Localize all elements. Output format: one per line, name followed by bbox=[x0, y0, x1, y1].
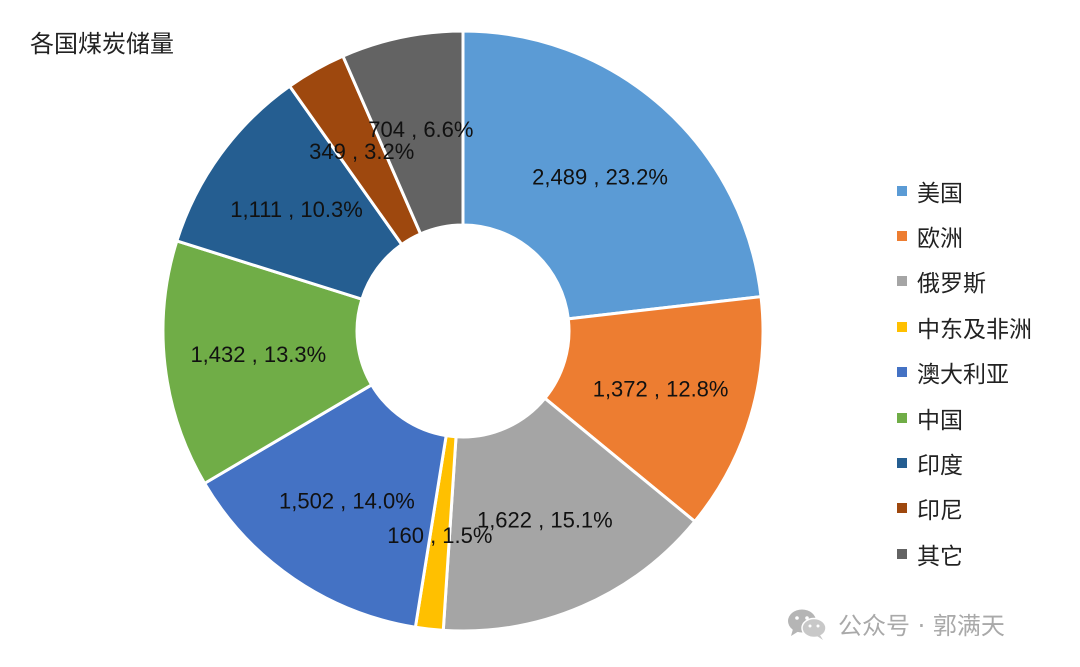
legend-item-4: 澳大利亚 bbox=[897, 350, 1032, 395]
legend-label: 澳大利亚 bbox=[917, 362, 1009, 389]
legend-label: 中东及非洲 bbox=[917, 316, 1032, 343]
legend-item-2: 俄罗斯 bbox=[897, 259, 1032, 304]
legend-item-3: 中东及非洲 bbox=[897, 304, 1032, 349]
legend-item-0: 美国 bbox=[897, 168, 1032, 213]
legend-swatch bbox=[897, 185, 907, 196]
slice-1 bbox=[542, 294, 765, 524]
legend-swatch bbox=[897, 276, 907, 287]
legend-item-7: 印尼 bbox=[897, 486, 1032, 531]
slice-4 bbox=[202, 382, 448, 629]
legend-swatch bbox=[897, 231, 907, 242]
legend-label: 其它 bbox=[917, 543, 963, 570]
legend-item-8: 其它 bbox=[897, 531, 1032, 576]
legend-label: 印度 bbox=[917, 453, 963, 480]
legend-swatch bbox=[897, 321, 907, 332]
slice-label-1: 1,372 , 12.8% bbox=[593, 377, 729, 402]
slice-label-7: 349 , 3.2% bbox=[309, 139, 414, 164]
wechat-icon bbox=[788, 609, 827, 640]
legend-label: 印尼 bbox=[917, 498, 963, 525]
slice-8 bbox=[340, 29, 465, 236]
slice-label-5: 1,432 , 13.3% bbox=[190, 342, 326, 367]
slice-label-2: 1,622 , 15.1% bbox=[477, 508, 613, 533]
legend: 美国欧洲俄罗斯中东及非洲澳大利亚中国印度印尼其它 bbox=[897, 168, 1032, 577]
slice-6 bbox=[174, 84, 404, 302]
watermark: 公众号 · 郭满天 bbox=[786, 606, 1005, 641]
legend-swatch bbox=[897, 548, 907, 559]
watermark-text: 公众号 · 郭满天 bbox=[838, 612, 1005, 640]
legend-label: 俄罗斯 bbox=[917, 271, 986, 298]
legend-swatch bbox=[897, 458, 907, 469]
legend-swatch bbox=[897, 412, 907, 423]
chart-title: 各国煤炭储量 bbox=[30, 30, 174, 58]
legend-item-6: 印度 bbox=[897, 440, 1032, 485]
legend-label: 中国 bbox=[917, 407, 963, 434]
slice-label-4: 1,502 , 14.0% bbox=[279, 489, 415, 514]
slice-label-0: 2,489 , 23.2% bbox=[532, 165, 668, 190]
slice-label-3: 160 , 1.5% bbox=[387, 523, 492, 548]
slice-0 bbox=[461, 29, 763, 321]
legend-item-1: 欧洲 bbox=[897, 213, 1032, 258]
legend-item-5: 中国 bbox=[897, 395, 1032, 440]
slice-label-6: 1,111 , 10.3% bbox=[230, 197, 363, 222]
slice-label-8: 704 , 6.6% bbox=[368, 117, 473, 142]
slice-2 bbox=[441, 396, 697, 633]
legend-label: 美国 bbox=[917, 180, 963, 207]
legend-swatch bbox=[897, 367, 907, 378]
legend-swatch bbox=[897, 503, 907, 514]
slice-5 bbox=[161, 239, 374, 486]
legend-label: 欧洲 bbox=[917, 226, 963, 253]
